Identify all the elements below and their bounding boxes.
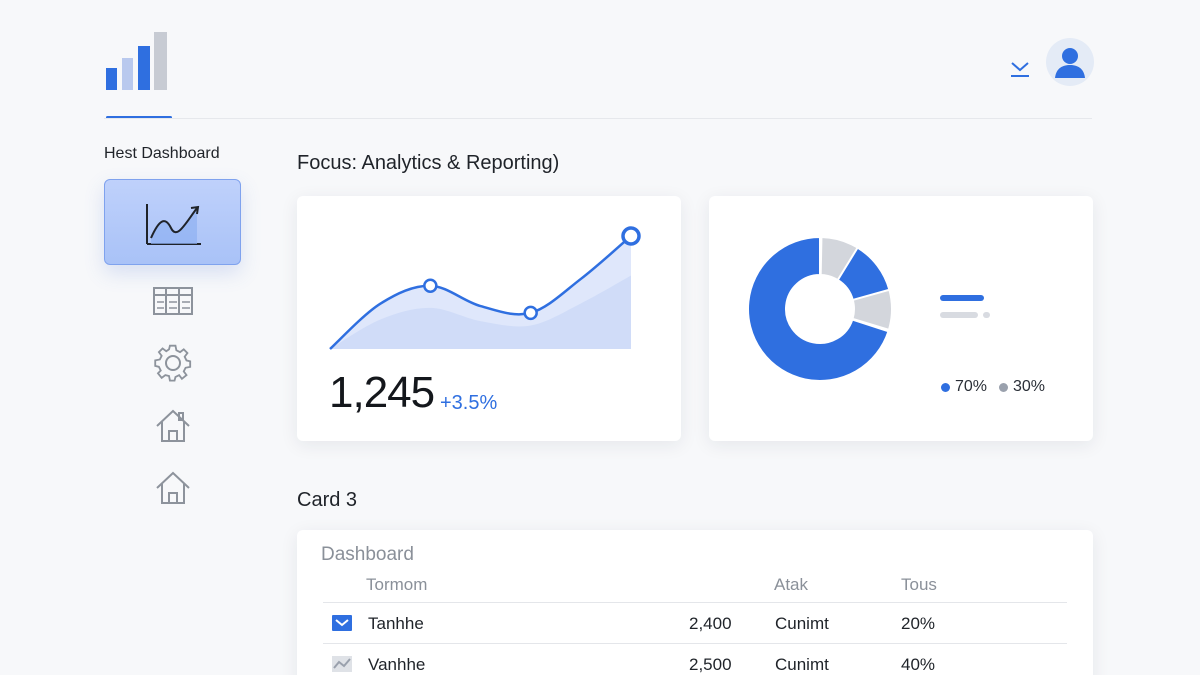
legend-item-2: 30%	[999, 378, 1045, 396]
sidebar-item-home-2[interactable]	[150, 468, 196, 510]
legend-placeholder-dot	[983, 312, 990, 318]
series-line	[329, 235, 632, 350]
donut-card: 70% 30%	[709, 196, 1093, 441]
trend-chart-icon	[331, 655, 353, 673]
chevron-down-icon[interactable]	[1008, 58, 1032, 80]
row-1-value: 2,400	[689, 614, 732, 633]
sidebar-item-analytics[interactable]	[104, 179, 241, 265]
section-title: Focus: Analytics & Reporting)	[297, 152, 560, 174]
gear-icon	[154, 344, 192, 382]
row-2-name: Vanhhe	[368, 655, 426, 674]
checkbox-checked-icon[interactable]	[331, 614, 353, 632]
kpi-line-card: 1,245 +3.5%	[297, 196, 681, 441]
row-2-value: 2,500	[689, 655, 732, 674]
area-fill-inner	[330, 275, 631, 349]
logo-underline	[106, 116, 172, 119]
donut-slice-blue[interactable]	[747, 235, 890, 382]
legend-item-1: 70%	[941, 378, 987, 396]
sidebar-title: Hest Dashboard	[104, 145, 220, 162]
legend-placeholder-bar	[940, 295, 984, 301]
kpi-change: +3.5%	[440, 392, 498, 414]
legend-label-2: 30%	[1013, 378, 1046, 395]
home-icon	[156, 471, 190, 504]
column-header-3[interactable]: Tous	[901, 575, 937, 594]
kpi-value: 1,245	[329, 368, 435, 417]
sidebar-item-table[interactable]	[150, 282, 196, 324]
row-2-percent: 40%	[901, 655, 936, 674]
legend-placeholder-bar-2	[940, 312, 978, 318]
column-header-1[interactable]: Tormom	[366, 575, 428, 594]
header-divider	[104, 118, 1092, 119]
legend-dot-gray	[999, 382, 1008, 392]
row-1-percent: 20%	[901, 614, 936, 633]
table-grid-icon	[153, 287, 193, 315]
data-point-1[interactable]	[423, 278, 438, 293]
row-2-status: Cunimt	[775, 655, 829, 674]
data-point-3[interactable]	[621, 226, 641, 246]
analytics-chart-icon	[146, 204, 201, 245]
table-title: Dashboard	[321, 544, 414, 565]
row-1-name: Tanhhe	[368, 614, 424, 633]
user-avatar-icon[interactable]	[1046, 38, 1094, 86]
header-divider-line	[323, 602, 1067, 603]
data-point-2[interactable]	[523, 305, 538, 321]
sidebar-item-home[interactable]	[150, 406, 196, 448]
column-header-2[interactable]: Atak	[774, 575, 809, 594]
bar-chart-logo-icon	[104, 30, 172, 120]
legend-dot-blue	[941, 382, 950, 392]
row-1-status: Cunimt	[775, 614, 829, 633]
row-divider-line	[323, 643, 1067, 644]
line-chart	[329, 226, 641, 350]
legend-label-1: 70%	[955, 378, 988, 395]
table-card: Dashboard Tormom Atak Tous Tanhhe 2,400 …	[297, 530, 1093, 675]
donut-chart	[747, 235, 893, 382]
sidebar-item-settings[interactable]	[150, 342, 196, 384]
donut-slice-accent[interactable]	[836, 246, 891, 302]
home-icon	[156, 409, 190, 442]
card3-title: Card 3	[297, 489, 358, 511]
